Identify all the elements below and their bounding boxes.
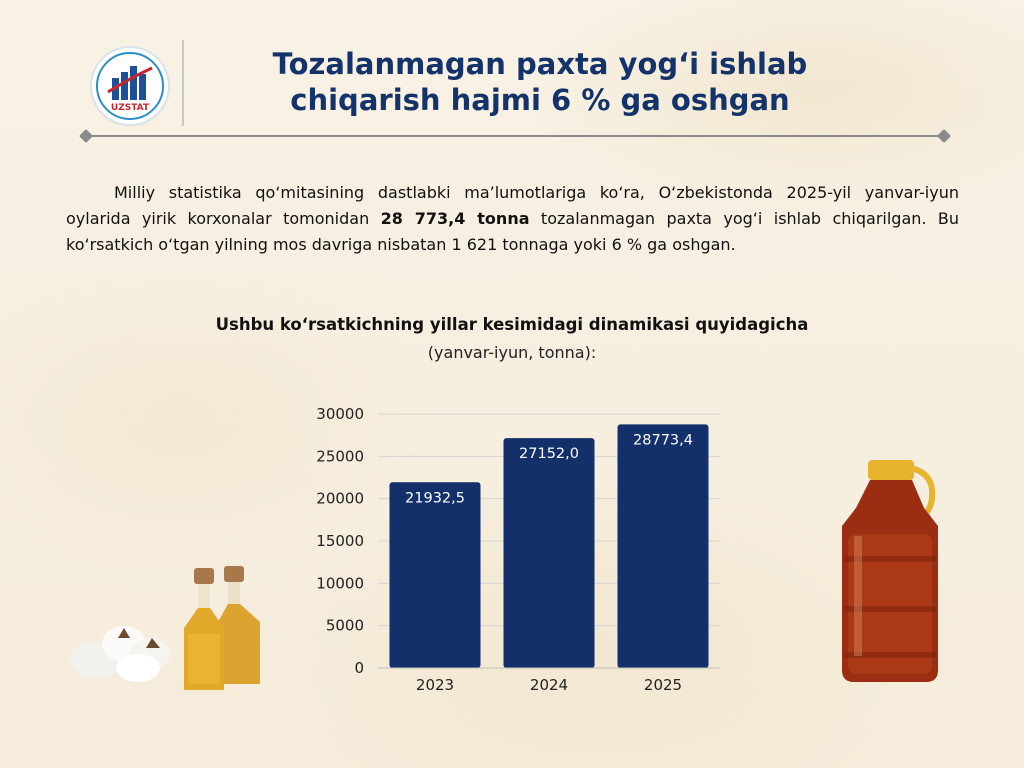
y-tick-label: 0 [354, 659, 364, 677]
x-tick-label-2025: 2025 [644, 676, 682, 694]
y-tick-label: 10000 [316, 574, 364, 592]
paragraph-part-1: Milliy statistika qo‘mitasining dastlabk… [66, 183, 959, 228]
x-tick-label-2024: 2024 [530, 676, 568, 694]
oil-bottles-image [184, 566, 260, 690]
logo-divider [182, 40, 184, 126]
y-tick-label: 30000 [316, 405, 364, 423]
chart-subtitle: (yanvar-iyun, tonna): [427, 343, 597, 362]
paragraph-part-2: tozalanmagan paxta yog‘i ishlab chiqaril… [66, 209, 960, 254]
title-line-2: chiqarish hajmi 6 % ga oshgan [290, 83, 790, 117]
bar-2025 [617, 424, 709, 668]
paragraph-highlight: 28 773,4 tonna [380, 209, 530, 228]
chart-title: Ushbu ko‘rsatkichning yillar kesimidagi … [215, 315, 809, 334]
x-tick-label-2023: 2023 [416, 676, 454, 694]
uzstat-logo: UZSTAT [92, 48, 168, 124]
data-label-2023: 21932,5 [405, 490, 465, 506]
logo-text: UZSTAT [110, 103, 150, 113]
y-tick-label: 5000 [326, 617, 364, 635]
oil-canister-image [842, 460, 938, 682]
bar-2023 [389, 482, 481, 668]
bar-2024 [503, 438, 595, 668]
logo-chart-icon [96, 52, 164, 120]
data-label-2025: 28773,4 [633, 432, 693, 448]
y-tick-label: 15000 [316, 532, 364, 550]
intro-paragraph: Milliy statistika qo‘mitasining dastlabk… [66, 180, 959, 258]
data-label-2024: 27152,0 [519, 446, 579, 462]
page-title: Tozalanmagan paxta yog‘i ishlab chiqaris… [200, 46, 880, 118]
y-tick-label: 25000 [316, 447, 364, 465]
y-tick-label: 20000 [316, 490, 364, 508]
title-line-1: Tozalanmagan paxta yog‘i ishlab [272, 47, 808, 81]
header-rule [86, 135, 944, 137]
cotton-boll-image [70, 626, 170, 682]
